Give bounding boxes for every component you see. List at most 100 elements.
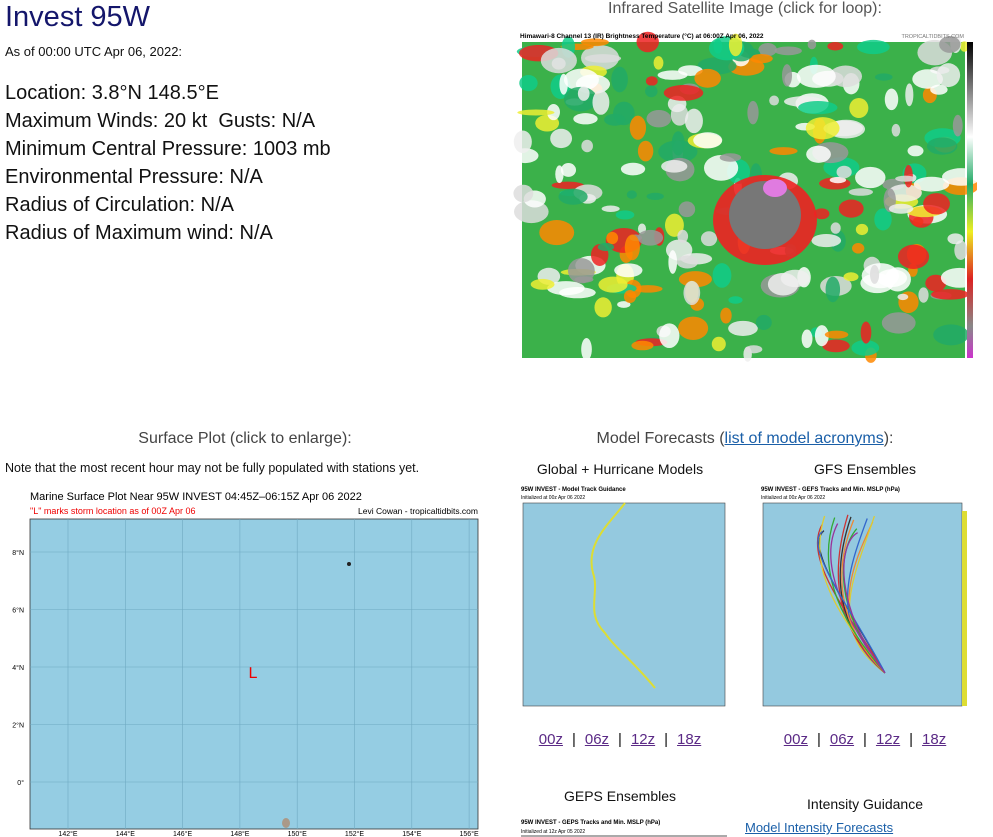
cloud (851, 340, 880, 356)
model-image[interactable]: 95W INVEST - GEFS Tracks and Min. MSLP (… (755, 483, 970, 713)
cloud (874, 73, 893, 81)
storm-title: Invest 95W (5, 1, 151, 33)
image-title: 95W INVEST - GEFS Tracks and Min. MSLP (… (761, 487, 900, 493)
cloud (620, 162, 646, 176)
surface-plot[interactable]: Marine Surface Plot Near 95W INVEST 04:4… (5, 488, 483, 837)
cloud (693, 132, 723, 149)
cloud (881, 312, 916, 334)
cloud (755, 314, 772, 331)
panel-title: Global + Hurricane Models (536, 461, 704, 477)
cycle-link[interactable]: 18z (922, 731, 947, 748)
intensity-link[interactable]: Model Intensity Forecasts (745, 820, 894, 835)
cloud (513, 184, 534, 203)
cloud (560, 163, 577, 177)
cloud (700, 231, 718, 247)
cloud (577, 86, 590, 101)
cloud (747, 100, 759, 125)
lat-label: 8°N (12, 549, 24, 557)
detail-line: Radius of Maximum wind: N/A (5, 222, 273, 244)
cloud (874, 208, 892, 231)
cycle-link[interactable]: 00z (783, 731, 808, 748)
cloud (676, 255, 699, 269)
cloud (573, 113, 598, 125)
cloud (604, 113, 626, 126)
cloud (897, 293, 909, 301)
cloud (623, 289, 637, 303)
map-area (522, 502, 726, 707)
cloud (801, 329, 813, 349)
cloud (626, 190, 637, 199)
cloud (637, 140, 654, 162)
cloud (646, 109, 672, 128)
cloud (678, 201, 696, 218)
cloud (780, 269, 810, 288)
cloud (811, 233, 842, 248)
cloud (813, 208, 830, 220)
cloud (574, 276, 594, 283)
track (841, 519, 886, 674)
cloud (517, 109, 555, 116)
satellite-heading: Infrared Satellite Image (click for loop… (608, 0, 882, 17)
cycle-link[interactable]: 18z (677, 731, 702, 748)
cloud (936, 63, 961, 88)
image-title: Marine Surface Plot Near 95W INVEST 04:4… (30, 491, 362, 503)
track (827, 517, 886, 674)
cloud (658, 140, 698, 163)
cloud (519, 75, 538, 92)
cloud (645, 85, 658, 98)
detail-line: Radius of Circulation: N/A (5, 194, 234, 216)
cloud (861, 263, 900, 289)
cloud (728, 33, 743, 57)
acronyms-link[interactable]: list of model acronyms (724, 430, 884, 447)
cycle-link[interactable]: 12z (630, 731, 656, 748)
cloud (824, 330, 849, 339)
lat-label: 6°N (12, 607, 24, 615)
image-subtitle: Initialized at 00z Apr 06 2022 (761, 495, 825, 501)
cloud (855, 166, 886, 189)
satellite-image[interactable]: Himawari-8 Channel 13 (IR) Brightness Te… (507, 30, 977, 370)
cloud (694, 68, 721, 88)
cloud (947, 233, 964, 245)
cloud (907, 145, 924, 157)
cycle-link[interactable]: 12z (875, 731, 901, 748)
detail-line: Environmental Pressure: N/A (5, 166, 263, 188)
lon-label: 148°E (230, 830, 249, 837)
models-heading: Model Forecasts (list of model acronyms)… (597, 430, 894, 448)
cycle-link[interactable]: 06z (584, 731, 610, 748)
cloud (814, 325, 829, 347)
cloud (615, 210, 635, 220)
cloud (558, 188, 588, 205)
colorbar (967, 42, 973, 358)
cloud (659, 323, 680, 349)
track (837, 514, 886, 674)
cycle-link[interactable]: 00z (538, 731, 563, 748)
cloud (852, 243, 865, 254)
cloud (668, 250, 678, 274)
lon-label: 146°E (173, 830, 192, 837)
model-image[interactable]: 95W INVEST - Model Track Guidance Initial… (515, 483, 733, 713)
cloud (629, 115, 647, 140)
cloud (848, 188, 873, 196)
cycle-link[interactable]: 06z (829, 731, 855, 748)
lon-label: 150°E (288, 830, 307, 837)
cloud (895, 175, 916, 182)
geps-image[interactable]: 95W INVEST - GEPS Tracks and Min. MSLP (… (515, 815, 733, 837)
cloud (796, 64, 836, 88)
lon-label: 154°E (402, 830, 421, 837)
storm-core (729, 181, 801, 249)
cloud (855, 223, 869, 236)
image-bg (515, 815, 733, 837)
as-of: As of 00:00 UTC Apr 06, 2022: (5, 44, 183, 59)
cloud (678, 316, 709, 340)
lon-label: 144°E (116, 830, 135, 837)
cloud (891, 123, 901, 137)
separator: | (909, 731, 914, 748)
cloud (684, 108, 703, 134)
cloud (860, 321, 872, 344)
cloud (661, 160, 688, 173)
cloud (645, 76, 658, 86)
cloud (720, 307, 732, 324)
cloud (798, 100, 838, 115)
image-credit: TROPICALTIDBITS.COM (901, 34, 964, 40)
